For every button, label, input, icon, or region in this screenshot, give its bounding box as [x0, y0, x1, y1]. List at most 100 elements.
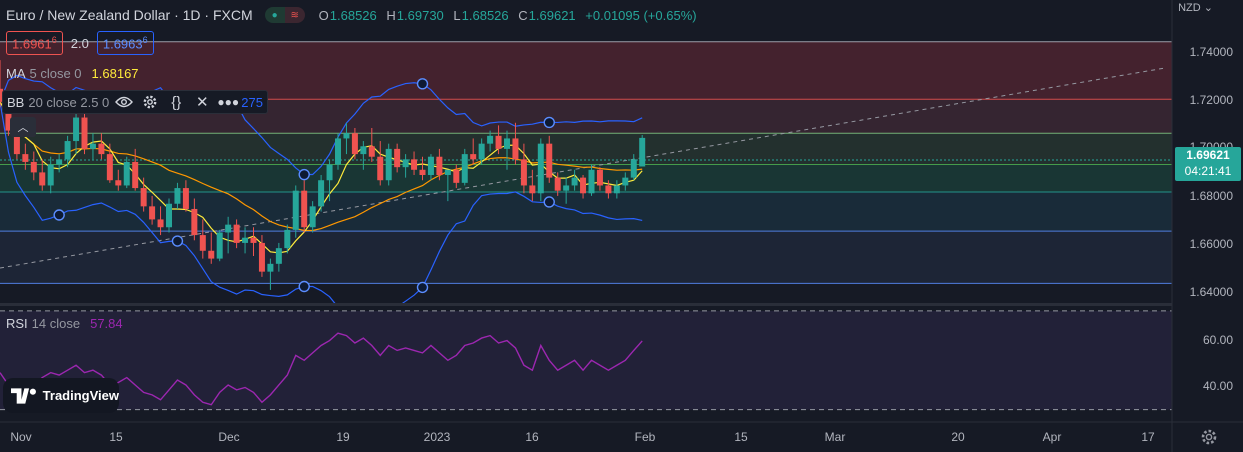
close-icon[interactable]: ✕ [196, 94, 209, 111]
buy-button[interactable]: 1.69636 [96, 31, 154, 56]
candles [0, 60, 646, 290]
candle-body [580, 177, 587, 194]
bb-marker [298, 280, 310, 293]
time-label: Dec [218, 430, 240, 444]
candle-body [123, 161, 130, 186]
candle-body [208, 250, 215, 259]
candle-body [385, 148, 392, 181]
candle-body [461, 154, 468, 183]
rsi-legend[interactable]: RSI 14 close 57.84 [6, 316, 123, 331]
candle-body [140, 188, 147, 207]
candle-body [351, 133, 358, 155]
fib-bands [0, 41, 1172, 284]
gear-icon[interactable] [139, 93, 161, 111]
candle-body [216, 232, 223, 259]
candle-body [250, 237, 257, 243]
bb-marker [171, 235, 184, 247]
rsi-label: 60.00 [1202, 333, 1233, 347]
time-label: 20 [951, 430, 965, 444]
candle-body [605, 185, 612, 194]
candle-body [546, 143, 553, 178]
tradingview-logo-icon [11, 387, 36, 404]
change-value: +0.01095 (+0.65%) [585, 7, 697, 23]
time-label: 17 [1141, 430, 1155, 444]
candle-body [292, 190, 299, 230]
candle-body [411, 159, 418, 170]
candle-body [47, 164, 54, 186]
rsi-pane-divider[interactable] [0, 303, 1172, 306]
candle-body [419, 169, 426, 176]
candle-body [258, 242, 265, 272]
candle-body [98, 143, 105, 155]
candle-body [630, 159, 637, 178]
bb-marker [53, 209, 65, 221]
bb-basis-line [0, 101, 643, 232]
candle-body [225, 224, 232, 233]
time-label: Feb [634, 430, 656, 444]
ma-legend[interactable]: MA 5 close 0 1.68167 [6, 66, 139, 81]
candle-body [182, 188, 189, 209]
price-axis[interactable]: NZD ⌄ 1.74000 1.72000 1.70000 1.68000 1.… [1173, 0, 1243, 452]
candle-body [335, 138, 341, 165]
ohlc-legend: O1.68526 H1.69730 L1.68526 C1.69621 +0.0… [318, 7, 697, 23]
candle-body [191, 208, 198, 236]
candle-body [453, 169, 460, 183]
time-label: Mar [824, 430, 846, 444]
candle-body [368, 146, 375, 157]
candle-body [233, 224, 240, 243]
candle-body [639, 137, 646, 167]
symbol-title[interactable]: Euro / New Zealand Dollar · 1D · FXCM [6, 7, 253, 23]
candle-body [0, 88, 3, 102]
eye-icon[interactable] [113, 93, 135, 111]
price-label: 1.68000 [1189, 189, 1233, 203]
candle-body [39, 172, 46, 186]
candle-body [13, 130, 20, 155]
candle-body [444, 169, 451, 176]
candle-body [478, 143, 485, 160]
candle-body [512, 138, 519, 160]
sell-button[interactable]: 1.69616 [6, 31, 63, 56]
candle-body [596, 169, 603, 186]
bb-legend[interactable]: BB 20 close 2.5 0 {} ✕ ●●● 275 [2, 90, 268, 114]
candle-body [106, 154, 113, 181]
chevron-up-icon: ︿ [17, 122, 29, 134]
more-icon[interactable]: ●●● [217, 95, 240, 109]
candle-body [394, 148, 401, 168]
rsi-band [0, 310, 1172, 410]
bar-countdown: 04:21:41 [1184, 164, 1232, 178]
wave-icon: ≋ [284, 7, 305, 23]
candle-body [56, 159, 63, 165]
source-code-icon[interactable]: {} [171, 93, 182, 111]
market-status-toggle[interactable]: ● ≋ [264, 7, 305, 23]
collapse-legend-button[interactable]: ︿ [10, 117, 36, 137]
time-label: 16 [525, 430, 539, 444]
candle-body [554, 177, 561, 191]
symbol-header: Euro / New Zealand Dollar · 1D · FXCM ● ≋… [6, 6, 703, 24]
time-label: 15 [109, 430, 123, 444]
time-label: 19 [336, 430, 350, 444]
price-label: 1.72000 [1189, 93, 1233, 107]
rsi-pane-bg [0, 306, 1172, 422]
tradingview-logo[interactable]: TradingView [3, 378, 119, 413]
candle-body [571, 177, 578, 186]
candle-body [487, 135, 494, 144]
candle-body [242, 237, 249, 243]
bb-markers[interactable] [53, 78, 555, 294]
candle-body [318, 180, 325, 207]
candle-body [613, 185, 620, 194]
bb-marker [543, 116, 555, 129]
currency-selector[interactable]: NZD ⌄ [1178, 2, 1213, 14]
settings-gear-icon[interactable] [1200, 428, 1218, 446]
candle-body [504, 138, 510, 149]
candle-body [427, 156, 434, 176]
candle-body [5, 101, 12, 131]
candle-body [377, 156, 384, 181]
candle-body [115, 180, 122, 186]
trend-line[interactable] [0, 67, 1166, 269]
candle-body [174, 188, 181, 204]
bb-marker [416, 281, 429, 294]
candle-body [149, 206, 156, 220]
candle-body [588, 169, 595, 194]
candle-body [529, 185, 536, 194]
